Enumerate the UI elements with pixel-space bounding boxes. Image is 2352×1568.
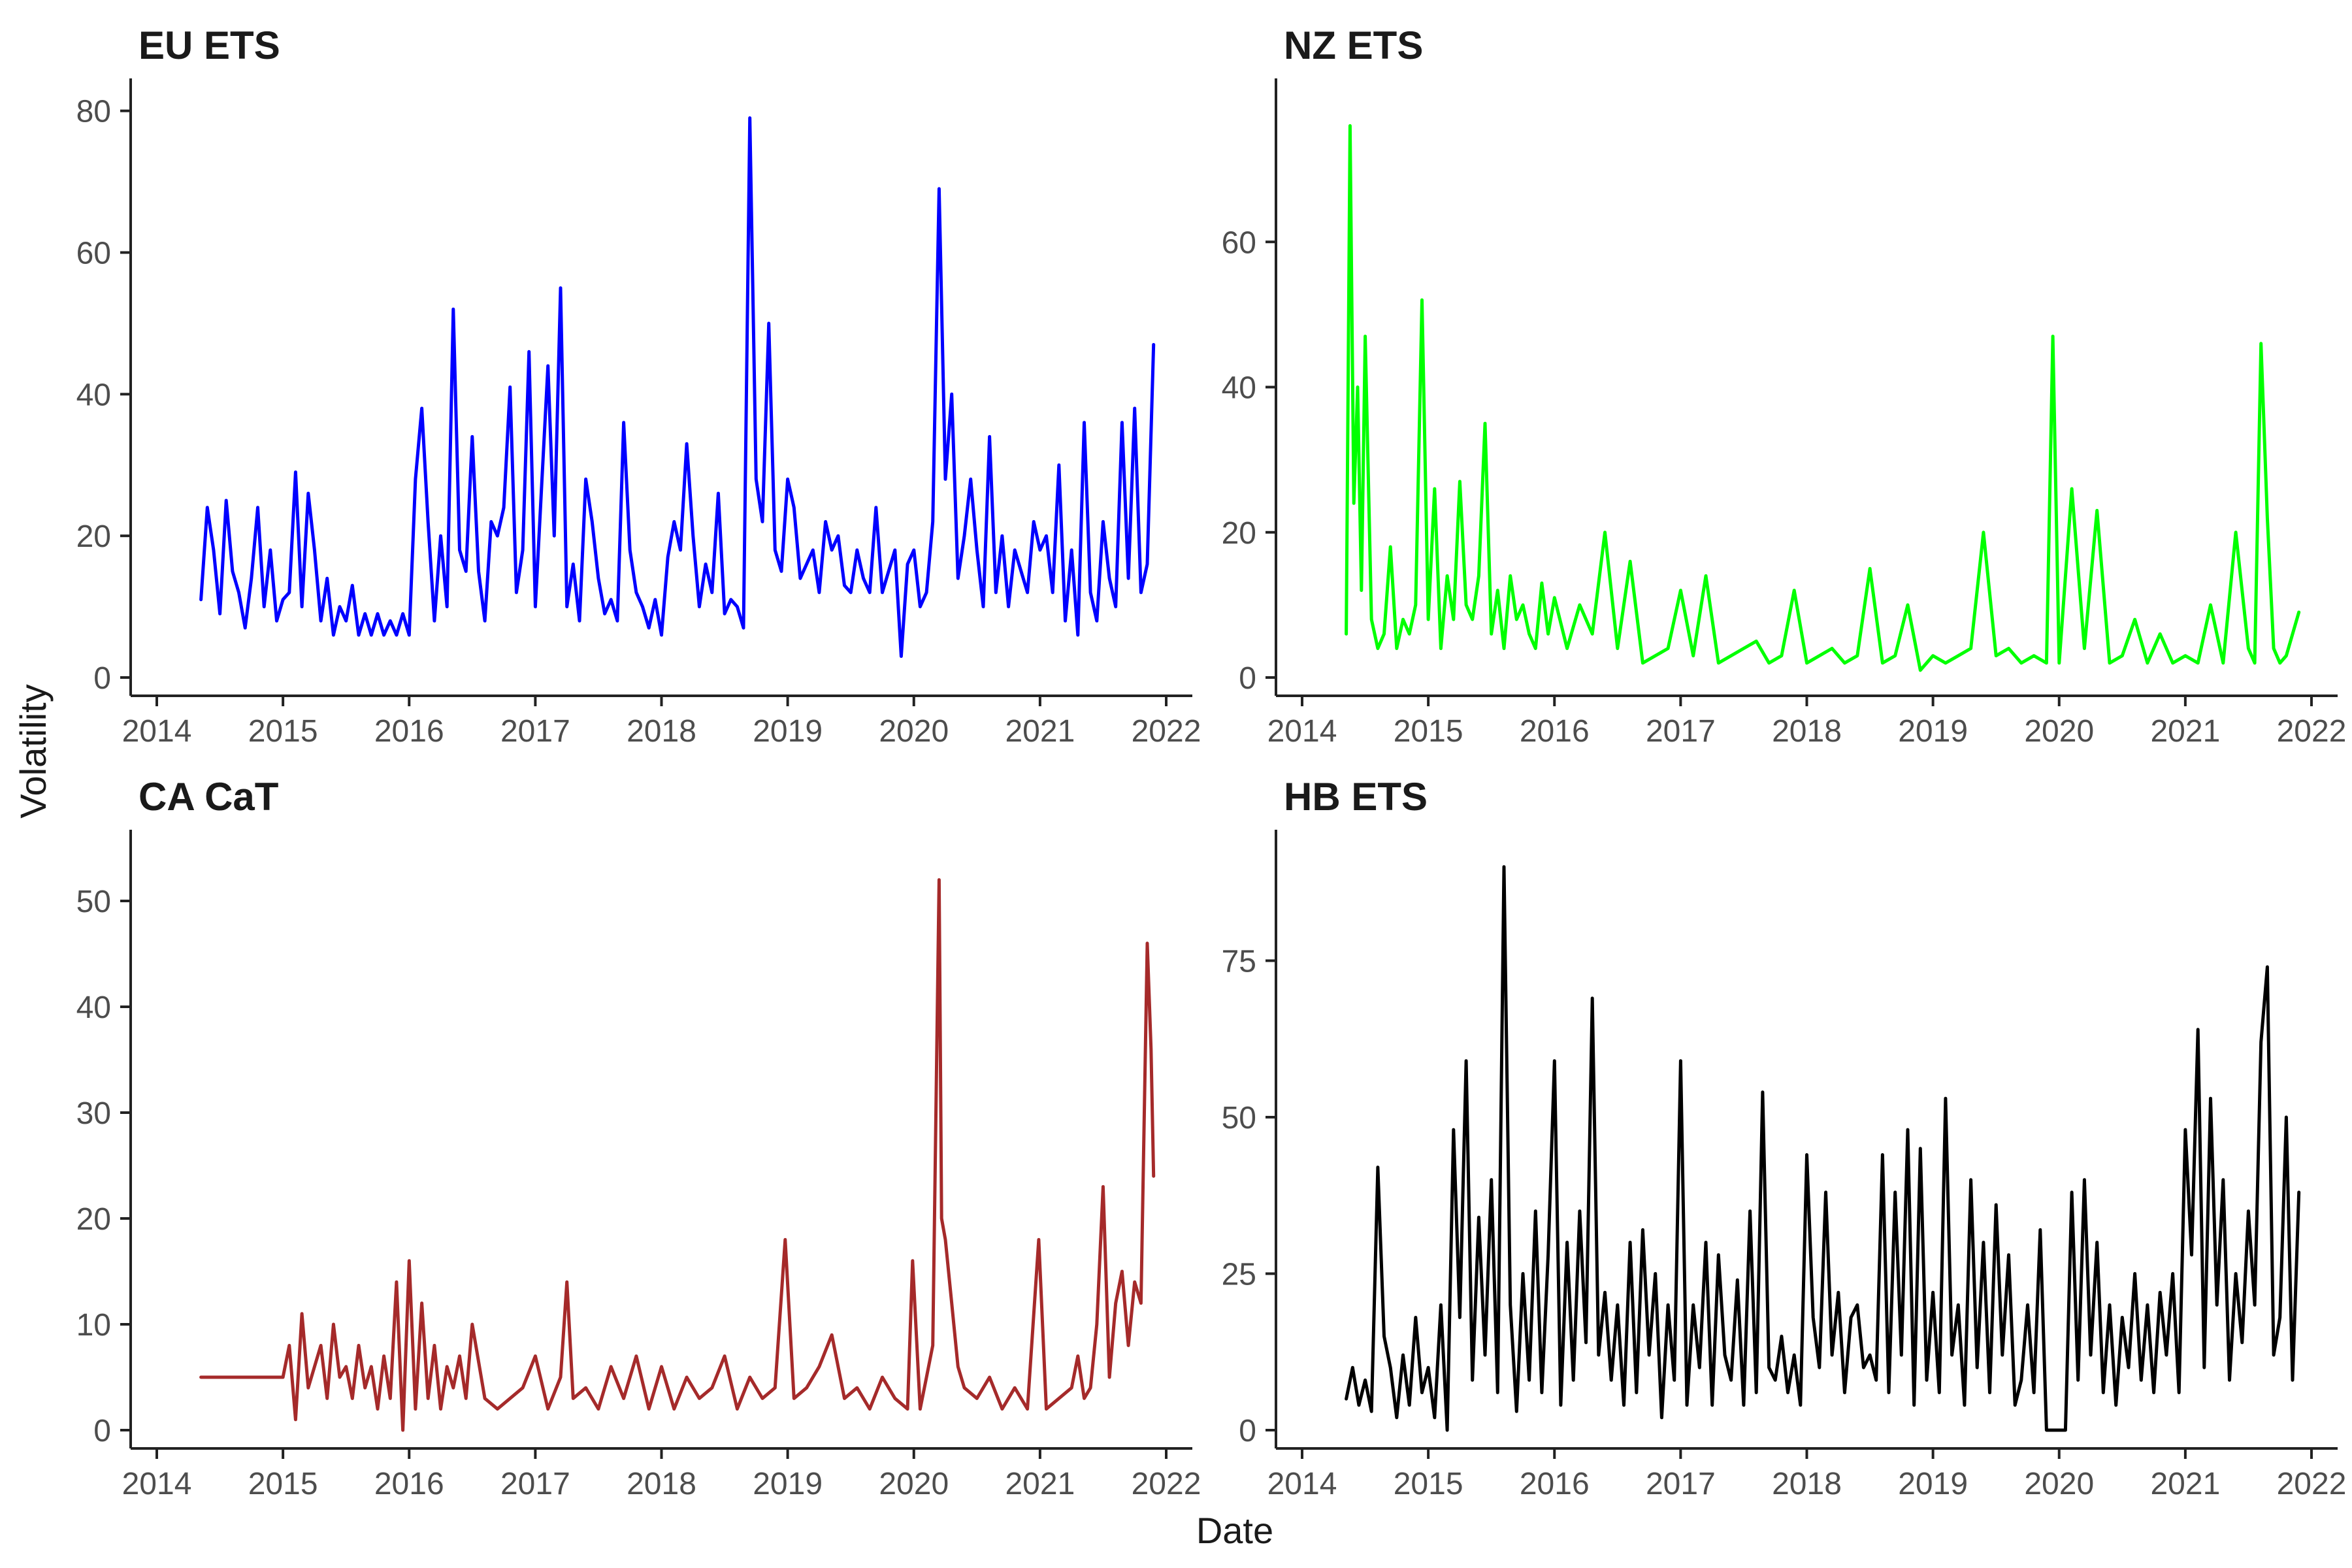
hb-ets-x-tick-label-2014: 2014 (1267, 1467, 1337, 1501)
ca-cat-x-tick-label-2020: 2020 (879, 1467, 949, 1501)
ca-cat-series-line (199, 878, 1156, 1432)
nz-ets-x-tick-label-2022: 2022 (2277, 714, 2347, 749)
hb-ets-y-tick-label-50: 50 (1222, 1101, 1256, 1135)
ca-cat-x-tick-label-2017: 2017 (500, 1467, 570, 1501)
nz-ets-x-tick-label-2017: 2017 (1646, 714, 1716, 749)
nz-ets-y-tick-label-40: 40 (1222, 371, 1256, 406)
ca-cat-y-tick-label-0: 0 (93, 1414, 111, 1448)
nz-ets-x-tick-label-2018: 2018 (1772, 714, 1842, 749)
ca-cat-x-tick-label-2019: 2019 (753, 1467, 823, 1501)
ca-cat-title: CA CaT (139, 775, 278, 819)
hb-ets-x-tick-label-2015: 2015 (1394, 1467, 1463, 1501)
hb-ets-x-tick-label-2017: 2017 (1646, 1467, 1716, 1501)
hb-ets-x-tick-label-2018: 2018 (1772, 1467, 1842, 1501)
eu-ets-x-tick-label-2019: 2019 (753, 714, 823, 749)
eu-ets-x-tick-label-2021: 2021 (1005, 714, 1075, 749)
chart-hb-ets: HB ETS 2014 2015 2016 2017 2018 2019 2020 2021 20… (1222, 775, 2347, 1501)
hb-ets-series-line (1345, 865, 2301, 1432)
nz-ets-x-tick-label-2021: 2021 (2150, 714, 2220, 749)
hb-ets-x-tick-label-2022: 2022 (2277, 1467, 2347, 1501)
y-axis-title: Volatility (12, 684, 54, 818)
ca-cat-y-tick-label-50: 50 (76, 885, 111, 919)
nz-ets-x-tick-label-2014: 2014 (1267, 714, 1337, 749)
ca-cat-x-tick-label-2022: 2022 (1132, 1467, 1201, 1501)
ca-cat-y-tick-label-10: 10 (76, 1308, 111, 1343)
eu-ets-series-line (199, 116, 1156, 658)
ca-cat-x-tick-label-2014: 2014 (122, 1467, 192, 1501)
eu-ets-x-tick-label-2015: 2015 (248, 714, 318, 749)
hb-ets-y-tick-label-25: 25 (1222, 1257, 1256, 1292)
x-axis-title: Date (1196, 1510, 1273, 1551)
nz-ets-title: NZ ETS (1284, 24, 1423, 67)
nz-ets-series-line (1345, 124, 2301, 672)
eu-ets-x-tick-label-2018: 2018 (627, 714, 696, 749)
nz-ets-y-tick-label-20: 20 (1222, 516, 1256, 551)
ca-cat-y-tick-label-40: 40 (76, 990, 111, 1025)
eu-ets-x-tick-label-2014: 2014 (122, 714, 192, 749)
eu-ets-y-tick-label-60: 60 (76, 237, 111, 271)
eu-ets-y-tick-label-0: 0 (93, 661, 111, 696)
ca-cat-x-tick-label-2016: 2016 (374, 1467, 444, 1501)
ca-cat-x-tick-label-2015: 2015 (248, 1467, 318, 1501)
hb-ets-x-tick-label-2016: 2016 (1520, 1467, 1590, 1501)
ca-cat-y-tick-label-20: 20 (76, 1202, 111, 1237)
nz-ets-x-tick-label-2015: 2015 (1394, 714, 1463, 749)
eu-ets-y-tick-label-40: 40 (76, 378, 111, 412)
hb-ets-y-tick-label-0: 0 (1239, 1414, 1256, 1448)
nz-ets-y-tick-label-60: 60 (1222, 225, 1256, 260)
hb-ets-x-tick-label-2019: 2019 (1898, 1467, 1968, 1501)
ca-cat-x-tick-label-2018: 2018 (627, 1467, 696, 1501)
hb-ets-title: HB ETS (1284, 775, 1428, 819)
ca-cat-y-tick-label-30: 30 (76, 1096, 111, 1131)
eu-ets-x-tick-label-2020: 2020 (879, 714, 949, 749)
chart-eu-ets: EU ETS 2014 2015 2016 2017 2018 2019 2020 2021 20… (76, 24, 1201, 749)
hb-ets-x-tick-label-2020: 2020 (2024, 1467, 2094, 1501)
eu-ets-title: EU ETS (139, 24, 280, 67)
chart-ca-cat: CA CaT 2014 2015 2016 2017 2018 2019 2020 2021 20… (76, 775, 1201, 1501)
eu-ets-y-tick-label-20: 20 (76, 519, 111, 554)
eu-ets-x-tick-label-2016: 2016 (374, 714, 444, 749)
nz-ets-x-tick-label-2020: 2020 (2024, 714, 2094, 749)
eu-ets-x-tick-label-2017: 2017 (500, 714, 570, 749)
eu-ets-y-tick-label-80: 80 (76, 95, 111, 129)
ca-cat-x-tick-label-2021: 2021 (1005, 1467, 1075, 1501)
eu-ets-x-tick-label-2022: 2022 (1132, 714, 1201, 749)
nz-ets-x-tick-label-2019: 2019 (1898, 714, 1968, 749)
hb-ets-y-tick-label-75: 75 (1222, 944, 1256, 979)
chart-nz-ets: NZ ETS 2014 2015 2016 2017 2018 2019 2020 2021 20… (1222, 24, 2347, 749)
nz-ets-x-tick-label-2016: 2016 (1520, 714, 1590, 749)
hb-ets-x-tick-label-2021: 2021 (2150, 1467, 2220, 1501)
nz-ets-y-tick-label-0: 0 (1239, 661, 1256, 696)
